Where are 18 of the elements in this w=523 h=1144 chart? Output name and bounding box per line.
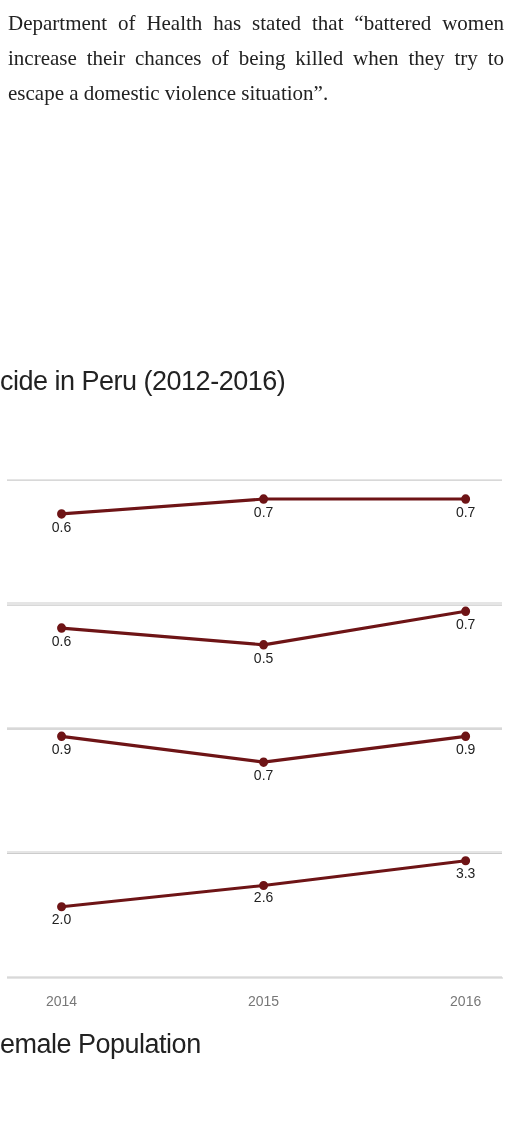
data-label: 0.5 <box>253 648 274 666</box>
data-label: 0.6 <box>51 632 72 649</box>
data-label: 2.6 <box>253 888 274 905</box>
x-tick-label: 2014 <box>45 992 78 1009</box>
x-tick-label: 2015 <box>248 992 280 1009</box>
x-tick-label: 2016 <box>450 992 482 1009</box>
data-label: 2.0 <box>51 910 72 927</box>
data-label: 0.9 <box>455 740 476 758</box>
data-label: 0.6 <box>51 518 72 535</box>
x-axis-title: emale Population <box>0 1029 201 1060</box>
data-label: 0.7 <box>253 766 274 784</box>
data-label: 0.7 <box>455 615 476 632</box>
text: Department of Health has stated that “battered women increase their chances of being killed when they try to escape a domestic violence situation”. <box>8 10 504 107</box>
chart-title: cide in Peru (2012-2016) <box>0 366 286 397</box>
data-label: 0.7 <box>455 503 476 520</box>
data-label: 3.3 <box>455 864 476 881</box>
data-label: 0.9 <box>51 740 72 758</box>
data-label: 0.7 <box>253 503 274 520</box>
